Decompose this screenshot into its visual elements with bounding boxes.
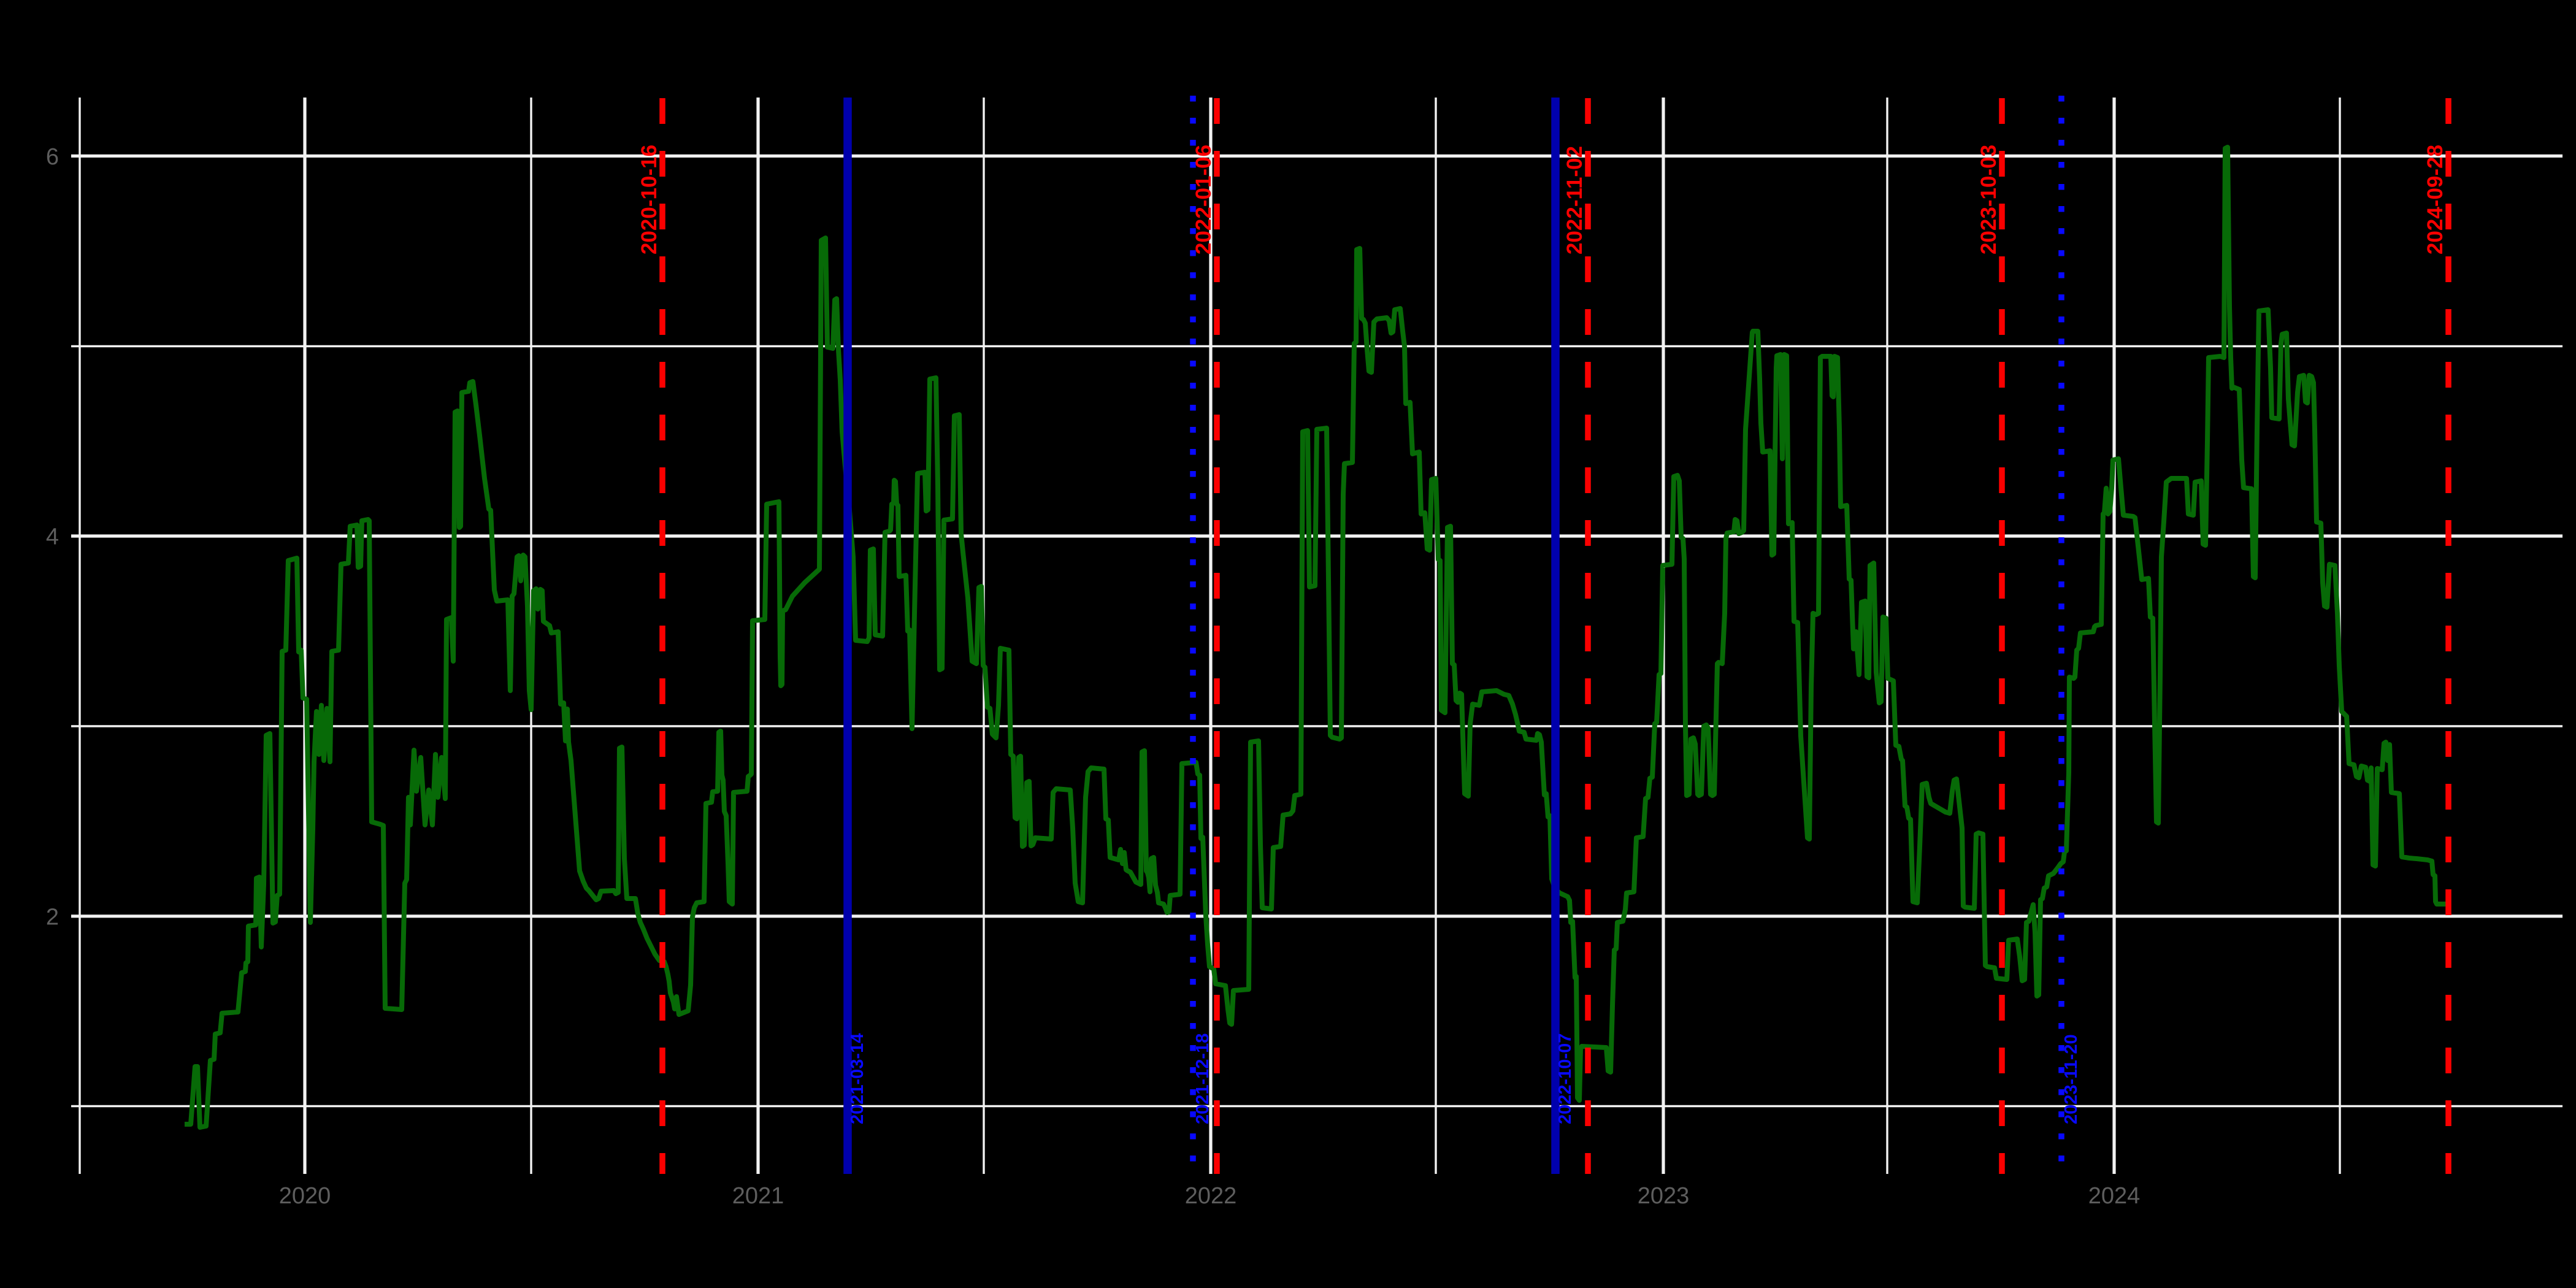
svg-text:2022-10-07: 2022-10-07: [1555, 1033, 1575, 1124]
svg-text:2021-03-14: 2021-03-14: [848, 1033, 867, 1124]
svg-text:2020: 2020: [279, 1183, 331, 1209]
svg-text:2023: 2023: [1638, 1183, 1690, 1209]
svg-text:2020-10-16: 2020-10-16: [637, 145, 661, 255]
svg-text:4: 4: [46, 524, 59, 550]
svg-text:2022: 2022: [1185, 1183, 1237, 1209]
svg-text:2024-09-28: 2024-09-28: [2423, 145, 2447, 255]
svg-text:2024: 2024: [2088, 1183, 2141, 1209]
svg-text:2023-11-20: 2023-11-20: [2061, 1034, 2081, 1124]
svg-text:6: 6: [46, 144, 59, 170]
svg-text:2022-11-02: 2022-11-02: [1563, 146, 1587, 255]
svg-text:2: 2: [46, 904, 59, 930]
svg-text:2021-12-18: 2021-12-18: [1193, 1033, 1213, 1124]
svg-text:2023-10-03: 2023-10-03: [1977, 145, 2001, 255]
svg-text:2021: 2021: [732, 1183, 784, 1209]
svg-text:2022-01-06: 2022-01-06: [1192, 145, 1216, 255]
